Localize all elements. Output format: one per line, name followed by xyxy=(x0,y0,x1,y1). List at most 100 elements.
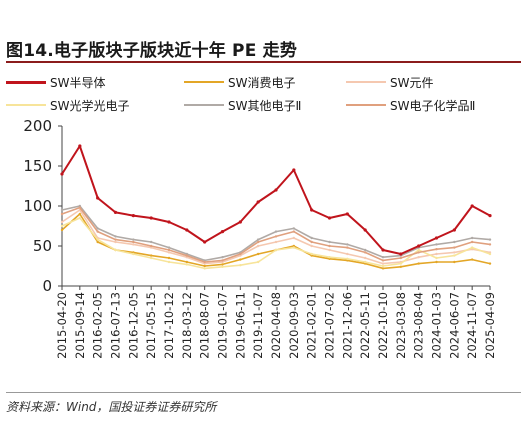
y-tick-label: 100 xyxy=(23,197,52,215)
title-divider xyxy=(6,61,521,63)
legend-swatch xyxy=(346,81,386,83)
data-point xyxy=(417,262,420,265)
data-point xyxy=(470,246,474,249)
data-point xyxy=(310,236,313,240)
data-point xyxy=(399,256,403,260)
data-point xyxy=(149,240,153,244)
data-point xyxy=(399,252,403,256)
data-point xyxy=(114,240,117,244)
data-point xyxy=(381,262,385,265)
data-point xyxy=(292,230,296,233)
data-point xyxy=(149,254,153,257)
data-point xyxy=(239,258,242,261)
data-point xyxy=(167,220,171,224)
x-tick-label: 2020-09-03 xyxy=(287,292,301,359)
data-point xyxy=(96,238,99,241)
x-tick-label: 2017-05-15 xyxy=(144,292,158,359)
data-point xyxy=(167,260,171,264)
source-divider xyxy=(6,392,521,393)
legend-swatch xyxy=(184,81,224,83)
y-tick-label: 200 xyxy=(23,118,52,135)
data-point xyxy=(114,235,117,238)
legend-label: SW元件 xyxy=(390,75,434,90)
legend-item: SW其他电子Ⅱ xyxy=(184,95,301,115)
data-point xyxy=(381,267,385,270)
data-point xyxy=(203,260,206,264)
legend-swatch xyxy=(184,104,224,106)
x-tick-label: 2021-12-06 xyxy=(340,292,354,359)
x-tick-label: 2025-04-09 xyxy=(483,292,497,359)
chart-area: 0 50 100 150 200 2015-04-20 2015-09-14 2016-02-… xyxy=(0,117,527,388)
data-point xyxy=(96,240,99,244)
x-tick-label: 2018-08-07 xyxy=(198,292,212,359)
x-tick-label: 2021-02-01 xyxy=(305,292,319,359)
line-chart: 0 50 100 150 200 2015-04-20 2015-09-14 2016-02-… xyxy=(23,117,497,359)
data-point xyxy=(78,144,82,148)
data-point xyxy=(363,248,367,252)
data-point xyxy=(417,256,420,259)
data-point xyxy=(221,265,224,268)
data-point xyxy=(328,248,331,252)
x-tick-label: 2019-01-07 xyxy=(216,292,230,359)
data-point xyxy=(488,214,492,218)
data-point xyxy=(274,235,278,238)
data-point xyxy=(203,240,207,244)
data-point xyxy=(114,238,117,241)
data-point xyxy=(310,244,313,248)
data-point xyxy=(274,230,278,233)
x-tick-label: 2024-06-07 xyxy=(447,292,461,359)
legend-swatch xyxy=(6,104,46,106)
data-point xyxy=(470,258,474,261)
legend-item: SW光学光电子 xyxy=(6,95,129,115)
data-point xyxy=(149,244,153,248)
source-note: 资料来源：Wind，国投证券证券研究所 xyxy=(6,400,217,414)
legend-label: SW半导体 xyxy=(50,75,106,90)
data-point xyxy=(60,212,64,216)
data-point xyxy=(60,220,64,224)
x-tick-label: 2023-08-04 xyxy=(412,292,426,359)
data-point xyxy=(256,240,260,244)
data-point xyxy=(220,230,225,234)
data-point xyxy=(132,243,135,246)
data-point xyxy=(328,256,331,259)
data-point xyxy=(346,252,349,256)
data-point xyxy=(453,254,456,257)
data-point xyxy=(292,168,296,172)
data-point xyxy=(274,188,278,192)
data-point xyxy=(363,228,367,232)
data-point xyxy=(167,256,171,260)
data-point xyxy=(363,251,367,254)
y-tick-label: 0 xyxy=(42,277,52,295)
data-point xyxy=(256,260,260,264)
legend-label: SW光学光电子 xyxy=(50,98,130,113)
chart-legend: SW半导体 SW消费电子 SW元件 SW光学光电子 SW其他电子Ⅱ SW电子化学品Ⅱ xyxy=(6,68,521,118)
legend-swatch xyxy=(346,104,386,106)
x-tick-label: 2015-04-20 xyxy=(55,292,69,359)
data-point xyxy=(256,238,260,241)
y-tick-label: 50 xyxy=(33,237,52,255)
data-point xyxy=(488,252,492,256)
data-point xyxy=(256,252,260,256)
data-point xyxy=(203,267,206,270)
data-point xyxy=(149,256,153,260)
data-point xyxy=(453,246,456,249)
x-tick-label: 2020-04-08 xyxy=(269,292,283,359)
data-point xyxy=(363,260,367,264)
data-point xyxy=(488,243,492,246)
x-tick-label: 2016-02-05 xyxy=(91,292,105,359)
data-point xyxy=(417,248,420,252)
data-point xyxy=(470,240,474,244)
data-point xyxy=(381,259,385,262)
data-point xyxy=(131,214,135,218)
data-point xyxy=(167,246,171,249)
data-point xyxy=(60,208,64,212)
data-point xyxy=(113,210,118,214)
x-tick-label: 2021-07-02 xyxy=(323,292,337,359)
data-point xyxy=(453,260,456,264)
data-point xyxy=(132,240,135,244)
legend-item: SW消费电子 xyxy=(184,72,295,92)
data-point xyxy=(399,265,403,268)
data-point xyxy=(327,216,332,220)
data-point xyxy=(185,263,189,266)
x-tick-label: 2024-01-03 xyxy=(430,292,444,359)
